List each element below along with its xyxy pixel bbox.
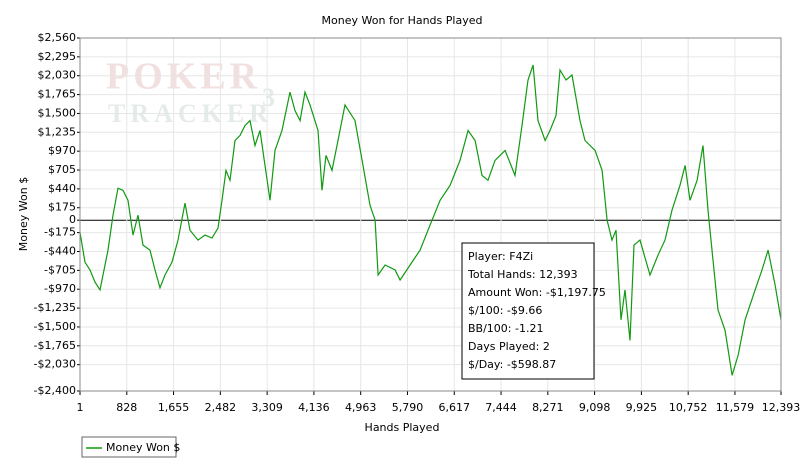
plot-frame (79, 37, 782, 392)
chart-title: Money Won for Hands Played (322, 14, 483, 27)
x-tick-label: 1,655 (158, 401, 190, 414)
x-tick-label: 1 (77, 401, 84, 414)
x-tick-label: 5,790 (392, 401, 424, 414)
y-tick-label: $970 (48, 144, 76, 157)
info-line: Total Hands: 12,393 (467, 268, 578, 281)
y-tick-label: $1,235 (38, 125, 77, 138)
y-tick-label: -$175 (44, 226, 76, 239)
x-tick-label: 12,393 (762, 401, 801, 414)
x-tick-label: 10,752 (669, 401, 708, 414)
y-tick-label: -$2,030 (34, 358, 76, 371)
y-tick-label: -$2,400 (34, 384, 76, 397)
y-tick-label: $440 (48, 182, 76, 195)
y-tick-label: -$1,235 (34, 301, 76, 314)
y-tick-label: 0 (69, 213, 76, 226)
y-tick-label: $2,295 (38, 50, 77, 63)
x-tick-label: 7,444 (485, 401, 517, 414)
info-line: BB/100: -1.21 (468, 322, 543, 335)
y-tick-label: -$970 (44, 282, 76, 295)
y-tick-label: -$1,500 (34, 320, 76, 333)
y-tick-label: $175 (48, 201, 76, 214)
info-box: Player: F4Zi Total Hands: 12,393 Amount … (461, 242, 606, 380)
y-tick-label: $705 (48, 163, 76, 176)
info-line: Player: F4Zi (468, 250, 533, 263)
info-line: Days Played: 2 (468, 340, 550, 353)
y-tick-label: $2,560 (38, 31, 77, 44)
x-tick-label: 8,271 (532, 401, 564, 414)
y-tick-label: $1,765 (38, 88, 77, 101)
y-tick-label: $2,030 (38, 69, 77, 82)
x-tick-label: 11,579 (716, 401, 755, 414)
x-tick-label: 2,482 (205, 401, 237, 414)
y-tick-label: -$440 (44, 245, 76, 258)
info-box-frame (461, 242, 595, 380)
info-line: $/Day: -$598.87 (468, 358, 556, 371)
watermark: POKER (106, 56, 261, 98)
legend-label: Money Won $ (106, 441, 180, 454)
y-tick-label: -$705 (44, 263, 76, 276)
x-axis-label: Hands Played (365, 421, 440, 434)
x-tick-label: 4,136 (298, 401, 330, 414)
legend: Money Won $ (81, 436, 180, 458)
x-tick-label: 4,963 (345, 401, 377, 414)
info-line: Amount Won: -$1,197.75 (468, 286, 606, 299)
x-tick-label: 828 (116, 401, 137, 414)
x-tick-label: 3,309 (251, 401, 283, 414)
x-tick-label: 6,617 (439, 401, 471, 414)
series-line (79, 64, 782, 376)
x-tick-label: 9,098 (579, 401, 611, 414)
legend-frame (81, 436, 177, 458)
y-axis-label: Money Won $ (17, 177, 30, 251)
y-tick-label: -$1,765 (34, 339, 76, 352)
y-tick-label: $1,500 (38, 106, 77, 119)
plot (79, 64, 782, 376)
watermark: 3 (262, 83, 280, 112)
x-tick-label: 9,925 (626, 401, 658, 414)
info-line: $/100: -$9.66 (468, 304, 542, 317)
